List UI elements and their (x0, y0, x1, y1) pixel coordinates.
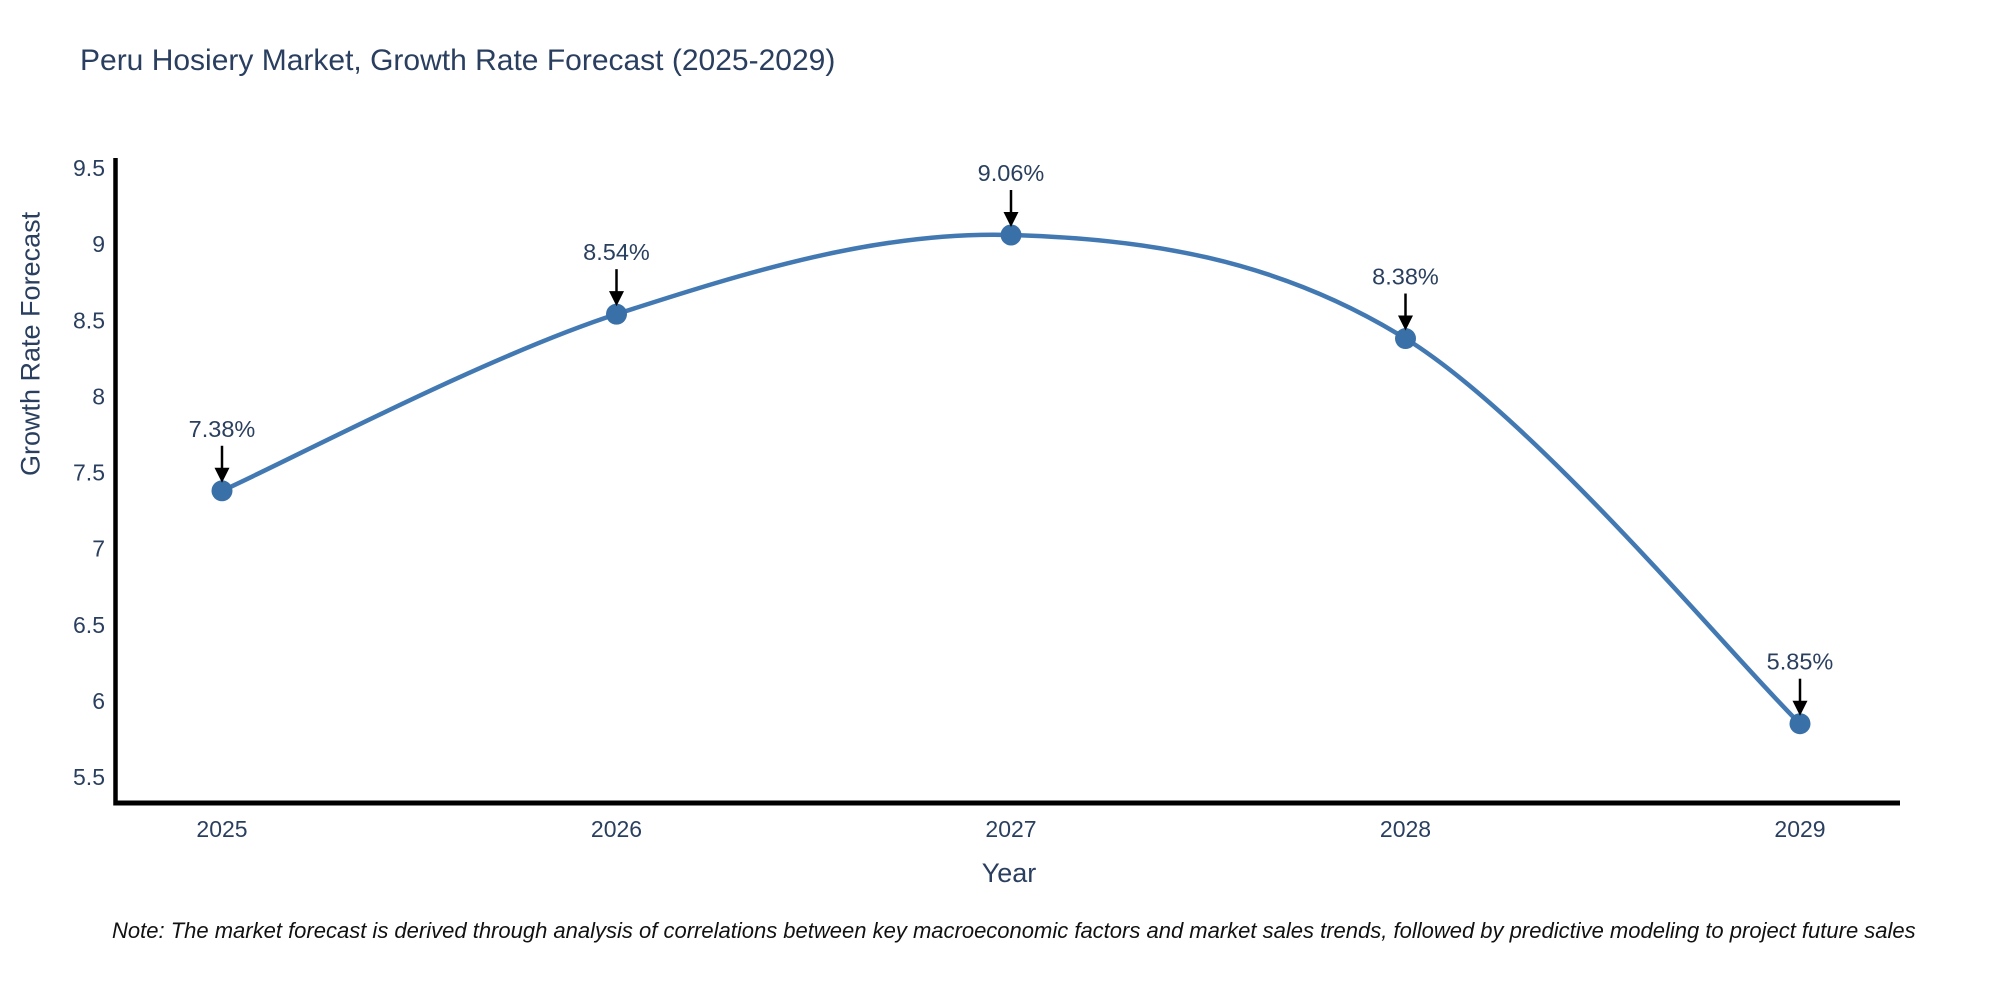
annotation-label: 8.54% (583, 239, 650, 265)
annotation-label: 9.06% (978, 160, 1045, 186)
y-tick-label: 7.5 (73, 460, 105, 486)
x-tick-label: 2029 (1774, 816, 1825, 842)
data-point-marker (606, 303, 627, 325)
y-tick-label: 6 (92, 688, 105, 714)
data-point-marker (1789, 713, 1811, 735)
annotation-label: 8.38% (1372, 264, 1439, 290)
annotation-arrowhead (214, 467, 230, 483)
annotation-label: 5.85% (1767, 649, 1834, 675)
x-tick-label: 2028 (1380, 816, 1431, 842)
y-tick-label: 7 (92, 536, 105, 562)
x-axis-title-text: Year (981, 858, 1037, 888)
y-tick-label: 9 (92, 231, 105, 257)
annotation-arrowhead (1003, 211, 1019, 227)
annotation-arrowhead (1792, 700, 1808, 716)
data-point-marker (211, 480, 233, 502)
x-tick-label: 2026 (591, 816, 642, 842)
x-tick-label: 2025 (196, 816, 247, 842)
x-tick-label: 2027 (985, 816, 1036, 842)
footnote: Note: The market forecast is derived thr… (112, 918, 1916, 943)
y-tick-label: 5.5 (73, 764, 105, 790)
chart-title: Peru Hosiery Market, Growth Rate Forecas… (80, 44, 836, 77)
y-tick-label: 8 (92, 383, 105, 409)
annotation-arrowhead (1398, 315, 1413, 331)
y-tick-label: 6.5 (73, 612, 105, 638)
data-point-marker (1395, 328, 1416, 350)
y-tick-label: 8.5 (73, 307, 105, 333)
data-point-marker (1000, 224, 1022, 246)
trend-line (219, 232, 1803, 726)
annotation-label: 7.38% (189, 416, 256, 442)
y-tick-label: 9.5 (73, 155, 105, 181)
annotation-arrowhead (609, 291, 624, 307)
